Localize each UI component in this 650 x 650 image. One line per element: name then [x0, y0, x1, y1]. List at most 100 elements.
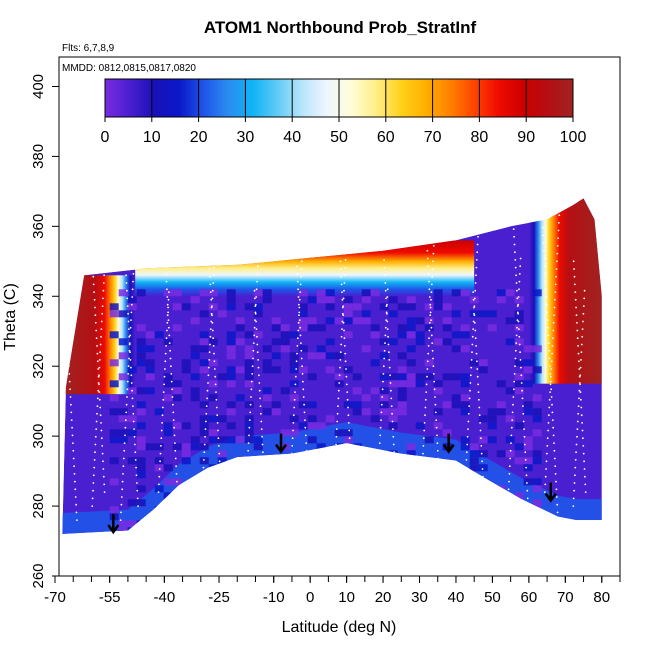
track-point	[343, 337, 346, 340]
field-cell	[226, 408, 236, 416]
track-point	[258, 382, 261, 384]
track-point	[519, 265, 522, 268]
field-cell	[442, 443, 452, 451]
track-point	[516, 289, 518, 292]
track-point	[92, 268, 94, 270]
field-cell	[253, 520, 263, 528]
field-cell	[352, 443, 362, 451]
track-point	[165, 345, 168, 347]
field-cell	[379, 352, 389, 360]
track-point	[134, 459, 137, 461]
track-point	[215, 398, 218, 401]
field-cell	[316, 324, 326, 332]
field-cell	[280, 345, 290, 353]
field-cell	[316, 520, 326, 528]
field-cell	[478, 520, 488, 528]
field-cell	[514, 380, 524, 388]
track-point	[249, 403, 252, 406]
track-point	[379, 426, 382, 429]
track-point	[384, 282, 387, 284]
track-point	[421, 468, 424, 470]
track-point	[426, 242, 428, 245]
field-cell	[244, 359, 254, 367]
track-point	[94, 435, 97, 438]
track-point	[92, 283, 95, 286]
track-point	[132, 265, 135, 268]
track-point	[425, 234, 428, 237]
track-point	[348, 429, 351, 432]
field-cell	[325, 464, 335, 472]
track-point	[347, 414, 350, 417]
field-cell	[244, 352, 254, 360]
track-point	[424, 406, 427, 409]
track-point	[120, 503, 123, 506]
y-tick-label: 260	[30, 563, 47, 588]
track-point	[211, 289, 214, 292]
track-point	[475, 266, 478, 269]
track-point	[129, 351, 132, 354]
track-point	[430, 319, 432, 321]
track-point	[384, 289, 387, 292]
track-point	[465, 451, 468, 454]
track-point	[478, 205, 481, 208]
track-point	[92, 482, 95, 484]
track-point	[473, 312, 475, 315]
track-point	[582, 437, 584, 440]
track-point	[551, 411, 554, 414]
track-point	[482, 483, 485, 486]
track-point	[506, 511, 509, 514]
field-cell	[406, 450, 416, 458]
track-point	[100, 437, 103, 440]
field-cell	[217, 450, 227, 458]
track-point	[157, 491, 160, 493]
track-point	[334, 451, 337, 454]
track-point	[387, 343, 390, 346]
track-point	[554, 298, 556, 301]
track-point	[256, 265, 259, 268]
track-point	[582, 305, 585, 307]
field-cell	[109, 380, 119, 388]
track-point	[255, 320, 257, 323]
track-point	[517, 312, 519, 315]
track-point	[120, 182, 122, 184]
field-cell	[271, 471, 281, 479]
field-cell	[172, 394, 182, 402]
track-point	[133, 257, 136, 260]
field-cell	[226, 338, 236, 346]
colorbar-tick-label: 50	[330, 129, 348, 146]
track-point	[578, 375, 581, 378]
track-point	[173, 426, 176, 429]
field-cell	[316, 471, 326, 479]
track-point	[472, 328, 475, 330]
track-point	[298, 298, 301, 301]
track-point	[478, 398, 480, 401]
field-cell	[478, 527, 488, 534]
field-cell	[343, 478, 353, 486]
track-point	[126, 380, 129, 383]
field-cell	[397, 485, 407, 493]
track-point	[94, 443, 97, 446]
track-point	[580, 359, 582, 361]
track-point	[578, 360, 580, 363]
field-cell	[118, 289, 128, 297]
track-point	[259, 405, 262, 407]
field-cell	[199, 359, 209, 367]
track-point	[213, 352, 215, 355]
track-point	[210, 320, 213, 323]
track-point	[71, 434, 74, 437]
field-cell	[289, 520, 299, 528]
track-point	[120, 511, 122, 514]
track-point	[214, 383, 217, 386]
track-point	[64, 303, 67, 306]
field-cell	[343, 450, 353, 458]
track-point	[307, 488, 310, 491]
field-cell	[460, 345, 470, 353]
track-point	[516, 305, 519, 307]
field-cell	[109, 457, 119, 465]
field-cell	[460, 436, 470, 444]
track-point	[426, 375, 428, 378]
field-cell	[514, 324, 524, 332]
track-point	[167, 306, 170, 309]
track-point	[515, 274, 517, 277]
track-point	[576, 420, 579, 423]
